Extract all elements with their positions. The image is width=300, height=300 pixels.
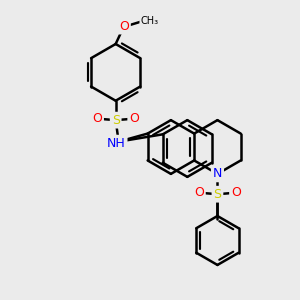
Text: O: O (119, 20, 129, 33)
Text: O: O (92, 112, 102, 125)
Text: CH₃: CH₃ (141, 16, 159, 26)
Text: N: N (213, 167, 222, 180)
Text: O: O (231, 186, 241, 199)
Text: O: O (194, 186, 204, 199)
Text: S: S (112, 114, 120, 127)
Text: O: O (129, 112, 139, 125)
Text: S: S (214, 188, 221, 201)
Text: NH: NH (107, 136, 126, 150)
